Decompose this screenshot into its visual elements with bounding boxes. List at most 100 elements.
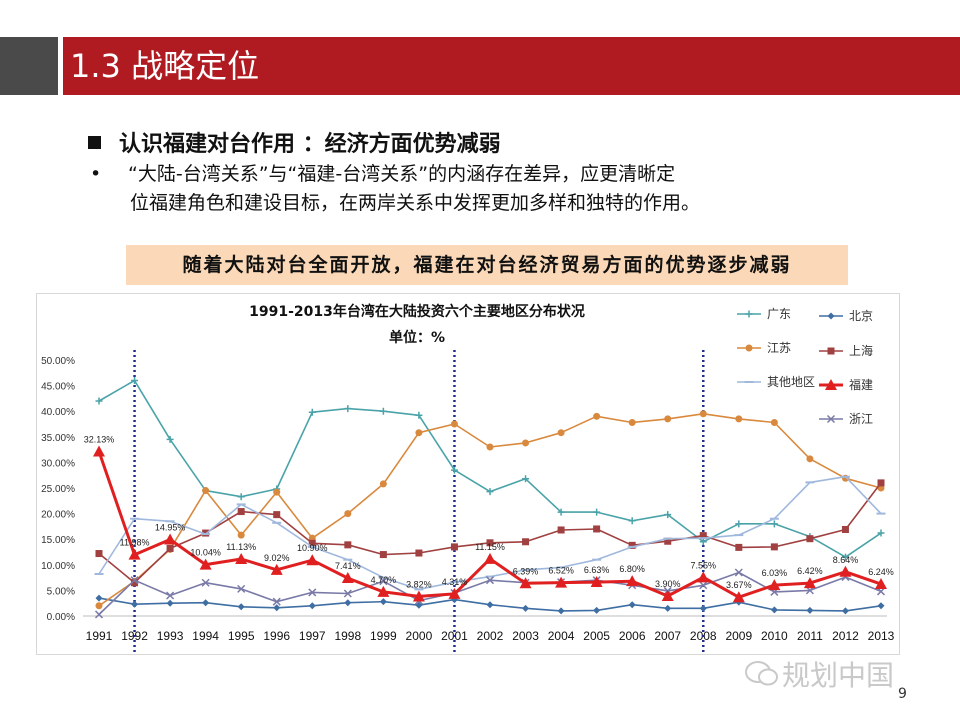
data-point bbox=[237, 493, 245, 501]
data-point bbox=[486, 443, 494, 451]
data-point bbox=[593, 412, 601, 420]
data-point bbox=[237, 584, 246, 593]
x-tick-label: 2004 bbox=[548, 629, 575, 643]
legend-label: 其他地区 bbox=[767, 375, 815, 389]
x-tick-label: 2002 bbox=[477, 629, 504, 643]
data-point bbox=[664, 511, 672, 519]
data-point bbox=[626, 575, 639, 587]
data-label: 11.15% bbox=[475, 542, 505, 552]
data-point bbox=[450, 596, 458, 604]
data-label: 6.24% bbox=[868, 567, 894, 577]
legend-label: 上海 bbox=[849, 343, 873, 358]
data-label: 6.63% bbox=[584, 565, 610, 575]
data-point bbox=[344, 541, 352, 549]
data-point bbox=[484, 552, 496, 564]
data-point bbox=[593, 606, 601, 614]
data-label: 6.39% bbox=[513, 566, 539, 576]
main-bullet: 认识福建对台作用 ：经济方面优势减弱 bbox=[88, 126, 501, 158]
data-label: 6.42% bbox=[797, 566, 823, 576]
data-point bbox=[628, 601, 636, 609]
data-point bbox=[202, 599, 210, 607]
data-point bbox=[699, 581, 708, 590]
data-point bbox=[344, 405, 352, 413]
x-tick-label: 2011 bbox=[797, 629, 823, 643]
data-point bbox=[519, 577, 532, 589]
data-label: 14.95% bbox=[155, 522, 186, 532]
data-point bbox=[664, 604, 672, 612]
data-point bbox=[593, 525, 601, 533]
data-point bbox=[826, 414, 836, 424]
data-point bbox=[270, 563, 283, 575]
data-point bbox=[130, 576, 139, 585]
data-point bbox=[664, 537, 672, 545]
x-tick-label: 2006 bbox=[619, 629, 646, 643]
data-point bbox=[745, 310, 753, 318]
sub-bullet-marker: • bbox=[90, 163, 102, 185]
x-tick-label: 1993 bbox=[157, 629, 184, 643]
legend-label: 江苏 bbox=[767, 341, 791, 355]
data-point bbox=[308, 539, 316, 547]
data-point bbox=[734, 568, 743, 577]
sub-bullet-line-2: 位福建角色和建设目标，在两岸关系中发挥更加多样和独特的作用。 bbox=[130, 192, 701, 214]
data-point bbox=[341, 572, 354, 584]
data-point bbox=[875, 578, 887, 590]
x-tick-label: 2007 bbox=[654, 629, 681, 643]
data-point bbox=[839, 565, 852, 577]
data-label: 6.52% bbox=[548, 566, 574, 576]
data-point bbox=[827, 312, 835, 320]
data-point bbox=[806, 455, 814, 463]
data-point bbox=[770, 606, 778, 614]
data-point bbox=[308, 408, 316, 416]
data-point bbox=[557, 508, 565, 516]
data-point bbox=[841, 525, 849, 533]
data-point bbox=[379, 480, 387, 488]
data-label: 7.55% bbox=[691, 560, 717, 570]
data-point bbox=[522, 475, 530, 483]
y-tick-label: 30.00% bbox=[41, 458, 75, 469]
data-point bbox=[768, 579, 781, 591]
data-point bbox=[877, 529, 885, 537]
data-point bbox=[379, 551, 387, 559]
data-point bbox=[379, 577, 388, 586]
data-point bbox=[94, 610, 104, 619]
data-point bbox=[308, 602, 316, 610]
header-divider bbox=[58, 37, 63, 95]
data-point bbox=[448, 587, 461, 599]
data-point bbox=[131, 376, 139, 384]
data-label: 4.70% bbox=[371, 575, 397, 585]
data-point bbox=[306, 554, 319, 566]
data-point bbox=[95, 397, 103, 405]
y-tick-label: 40.00% bbox=[41, 407, 75, 418]
data-point bbox=[735, 520, 743, 528]
data-point bbox=[202, 487, 210, 495]
data-label: 3.90% bbox=[655, 579, 681, 589]
data-point bbox=[131, 600, 139, 608]
data-point bbox=[557, 607, 565, 615]
data-point bbox=[735, 415, 743, 423]
x-tick-label: 2013 bbox=[868, 629, 895, 643]
data-point bbox=[237, 531, 245, 539]
data-point bbox=[379, 407, 387, 415]
data-label: 10.90% bbox=[297, 543, 328, 553]
data-point bbox=[557, 526, 565, 534]
data-point bbox=[237, 508, 245, 516]
data-point bbox=[876, 587, 886, 596]
data-point bbox=[95, 602, 103, 610]
x-tick-label: 1998 bbox=[334, 629, 361, 643]
data-point bbox=[415, 411, 423, 419]
data-point bbox=[522, 538, 530, 546]
data-point bbox=[95, 594, 103, 602]
callout-box: 随着大陆对台全面开放，福建在对台经济贸易方面的优势逐步减弱 bbox=[126, 245, 848, 285]
data-point bbox=[235, 553, 248, 565]
data-point bbox=[166, 435, 174, 443]
sub-bullet-line-1: “大陆-台湾关系”与“福建-台湾关系”的内涵存在差异，应更清晰定 bbox=[128, 163, 676, 185]
data-point bbox=[877, 479, 885, 487]
data-point bbox=[273, 488, 281, 496]
data-label: 3.67% bbox=[726, 580, 752, 590]
data-point bbox=[131, 579, 139, 587]
data-point bbox=[485, 576, 495, 585]
x-tick-label: 1991 bbox=[86, 629, 113, 643]
y-tick-label: 25.00% bbox=[41, 484, 75, 495]
x-tick-label: 1997 bbox=[299, 629, 326, 643]
